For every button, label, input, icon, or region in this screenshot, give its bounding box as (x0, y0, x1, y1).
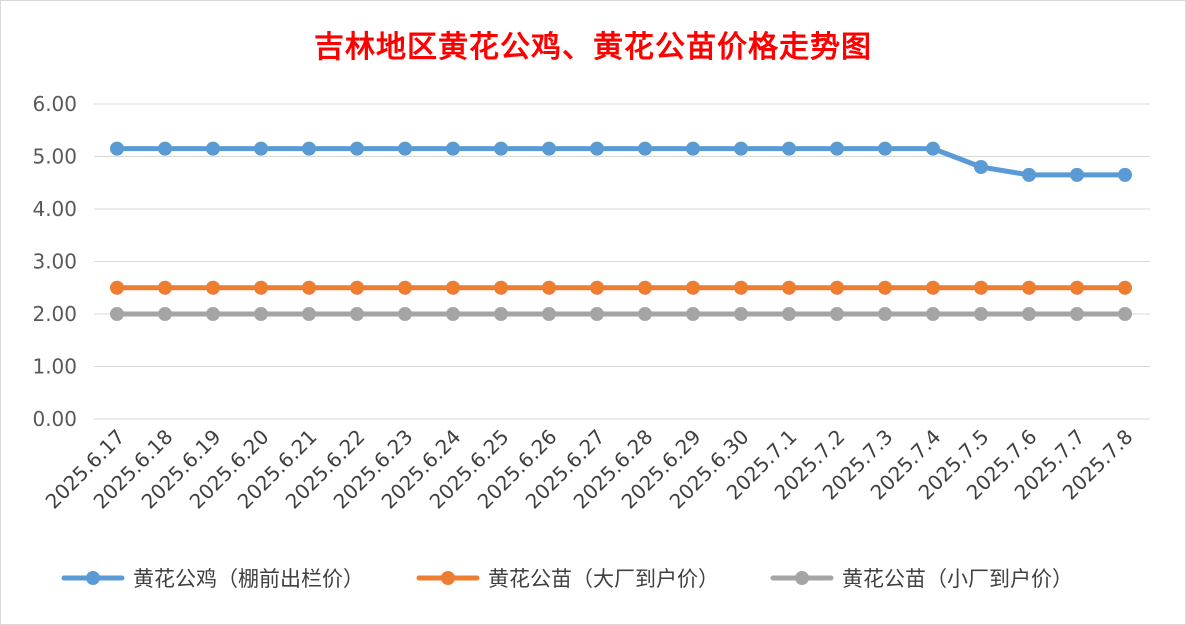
legend-label: 黄花公鸡（棚前出栏价） (133, 567, 364, 591)
data-point (1118, 307, 1132, 321)
data-point (1070, 307, 1084, 321)
data-point (734, 307, 748, 321)
y-tick-label: 6.00 (32, 92, 77, 116)
y-tick-label: 3.00 (32, 250, 77, 274)
y-tick-label: 4.00 (32, 197, 77, 221)
data-point (878, 141, 892, 156)
data-point (782, 280, 796, 295)
data-point (302, 280, 316, 295)
data-point (398, 280, 412, 295)
series-line (114, 146, 1128, 178)
data-point (1022, 307, 1036, 321)
data-point (638, 307, 652, 321)
data-point (1070, 167, 1084, 182)
legend-swatch-marker (441, 571, 455, 585)
data-point (686, 141, 700, 156)
x-axis-tick-labels: 2025.6.172025.6.182025.6.192025.6.202025… (41, 425, 1138, 514)
series-lines (110, 141, 1132, 321)
legend-item: 黄花公鸡（棚前出栏价） (61, 567, 364, 591)
data-point (302, 141, 316, 156)
data-point (542, 280, 556, 295)
legend-swatch-marker (795, 571, 809, 585)
data-point (254, 307, 268, 321)
data-point (830, 307, 844, 321)
data-point (590, 141, 604, 156)
data-point (542, 141, 556, 156)
legend-item: 黄花公苗（大厂到户价） (416, 567, 719, 591)
data-point (110, 141, 124, 156)
legend-item: 黄花公苗（小厂到户价） (770, 567, 1073, 591)
data-point (878, 280, 892, 295)
data-point (590, 280, 604, 295)
data-point (974, 280, 988, 295)
data-point (206, 141, 220, 156)
data-point (398, 307, 412, 321)
legend-swatch-marker (86, 571, 100, 585)
data-point (206, 307, 220, 321)
data-point (1022, 167, 1036, 182)
data-point (158, 280, 172, 295)
data-point (926, 141, 940, 156)
data-point (830, 280, 844, 295)
data-point (302, 307, 316, 321)
chart-title: 吉林地区黄花公鸡、黄花公苗价格走势图 (314, 30, 872, 65)
data-point (350, 307, 364, 321)
data-point (110, 280, 124, 295)
data-point (638, 141, 652, 156)
data-point (926, 307, 940, 321)
data-point (158, 307, 172, 321)
data-point (158, 141, 172, 156)
data-point (398, 141, 412, 156)
data-point (782, 307, 796, 321)
data-point (110, 307, 124, 321)
data-point (926, 280, 940, 295)
y-tick-label: 0.00 (32, 407, 77, 431)
data-point (590, 307, 604, 321)
legend-label: 黄花公苗（大厂到户价） (488, 567, 719, 591)
y-tick-label: 1.00 (32, 355, 77, 379)
data-point (1118, 167, 1132, 182)
legend: 黄花公鸡（棚前出栏价） 黄花公苗（大厂到户价） 黄花公苗（小厂到户价） (61, 567, 1073, 591)
data-point (686, 280, 700, 295)
series (110, 307, 1132, 321)
y-tick-label: 5.00 (32, 145, 77, 169)
data-point (1022, 280, 1036, 295)
data-point (494, 280, 508, 295)
data-point (638, 280, 652, 295)
data-point (254, 280, 268, 295)
series (110, 141, 1132, 182)
data-point (878, 307, 892, 321)
data-point (206, 280, 220, 295)
legend-label: 黄花公苗（小厂到户价） (842, 567, 1073, 591)
y-axis-tick-labels: 0.00 1.00 2.00 3.00 4.00 5.00 6.00 (32, 92, 77, 431)
data-point (734, 141, 748, 156)
data-point (830, 141, 844, 156)
data-point (446, 280, 460, 295)
data-point (686, 307, 700, 321)
data-point (782, 141, 796, 156)
gridlines (94, 103, 1150, 420)
data-point (974, 160, 988, 174)
data-point (254, 141, 268, 156)
y-tick-label: 2.00 (32, 302, 77, 326)
data-point (1118, 280, 1132, 295)
data-point (542, 307, 556, 321)
data-point (446, 307, 460, 321)
series (110, 280, 1132, 295)
data-point (1070, 280, 1084, 295)
data-point (350, 280, 364, 295)
data-point (734, 280, 748, 295)
data-point (494, 307, 508, 321)
data-point (494, 141, 508, 156)
data-point (446, 141, 460, 156)
data-point (974, 307, 988, 321)
data-point (350, 141, 364, 156)
